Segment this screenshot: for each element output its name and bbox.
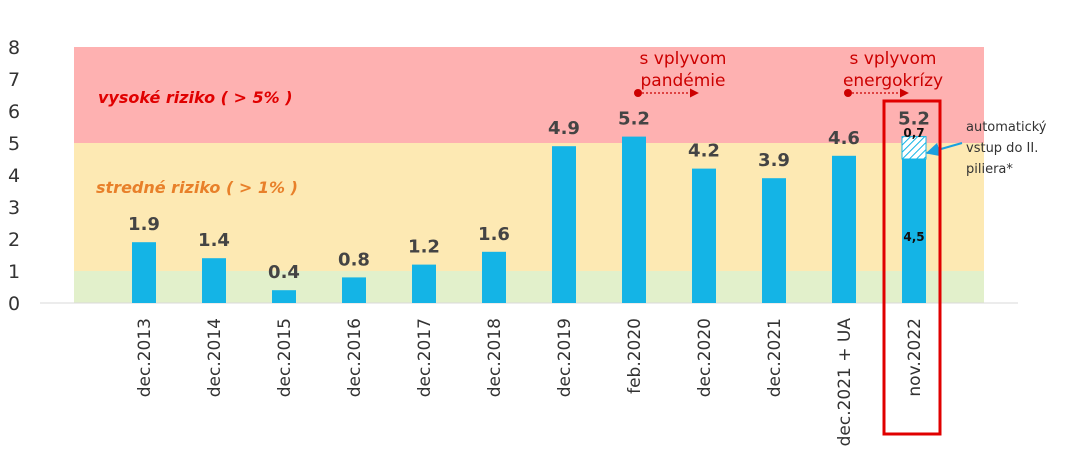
bar	[622, 136, 646, 303]
category-label: dec.2019	[555, 318, 575, 397]
side-note-line: vstup do II.	[966, 141, 1038, 156]
bar-value-label: 5.2	[898, 109, 930, 130]
high-risk-label: vysoké riziko ( > 5% )	[98, 88, 293, 107]
y-tick-label: 7	[8, 69, 20, 91]
category-label: dec.2018	[485, 318, 505, 397]
category-label: nov.2022	[905, 318, 925, 397]
y-tick-label: 1	[8, 261, 20, 283]
highlight-box	[882, 99, 942, 436]
bar-base-segment	[902, 159, 926, 303]
category-label: dec.2014	[205, 318, 225, 397]
annotation-start-dot	[634, 89, 642, 97]
callout-arrow	[925, 142, 963, 157]
annotation-line-1: s vplyvom	[850, 49, 937, 69]
category-label: dec.2021 + UA	[835, 318, 855, 447]
category-label: dec.2016	[345, 318, 365, 397]
bar-value-label: 1.9	[128, 214, 160, 235]
bar	[482, 251, 506, 303]
bar	[762, 178, 786, 303]
category-label: dec.2013	[135, 318, 155, 397]
category-label: dec.2021	[765, 318, 785, 397]
category-label: dec.2015	[275, 318, 295, 397]
medium-risk-label: stredné riziko ( > 1% )	[96, 178, 298, 197]
y-tick-label: 3	[8, 197, 20, 219]
category-label: dec.2017	[415, 318, 435, 397]
bar-value-label: 0.4	[268, 262, 300, 283]
bar	[412, 264, 436, 303]
bar	[342, 277, 366, 303]
bar-value-label: 1.2	[408, 237, 440, 258]
bar-value-label: 4.6	[828, 128, 860, 149]
y-tick-label: 5	[8, 133, 20, 155]
bar-value-label: 5.2	[618, 109, 650, 130]
bar	[692, 168, 716, 303]
bar	[272, 290, 296, 303]
bar	[832, 155, 856, 303]
bar-value-label: 4.2	[688, 141, 720, 162]
bar-value-label: 4.9	[548, 118, 580, 139]
side-note-line: piliera*	[966, 162, 1013, 177]
bar-base-label: 4,5	[903, 230, 924, 244]
bar-extra-label: 0,7	[903, 126, 924, 140]
y-tick-label: 0	[8, 293, 20, 315]
annotation-line-1: s vplyvom	[640, 49, 727, 69]
risk-zone-band	[74, 47, 984, 143]
bar	[132, 242, 156, 303]
bar-value-label: 3.9	[758, 150, 790, 171]
bar-value-label: 1.4	[198, 230, 230, 251]
bar-value-label: 1.6	[478, 224, 510, 245]
bar	[552, 146, 576, 303]
annotation-line-2: pandémie	[641, 71, 726, 91]
y-tick-label: 8	[8, 37, 20, 59]
bar	[202, 258, 226, 303]
annotation-line-2: energokrízy	[843, 71, 943, 91]
y-tick-label: 4	[8, 165, 20, 187]
side-note-line: automatický	[966, 120, 1047, 135]
y-tick-label: 6	[8, 101, 20, 123]
y-tick-label: 2	[8, 229, 20, 251]
category-label: feb.2020	[625, 318, 645, 394]
annotation-start-dot	[844, 89, 852, 97]
bar-value-label: 0.8	[338, 249, 370, 270]
category-label: dec.2020	[695, 318, 715, 397]
